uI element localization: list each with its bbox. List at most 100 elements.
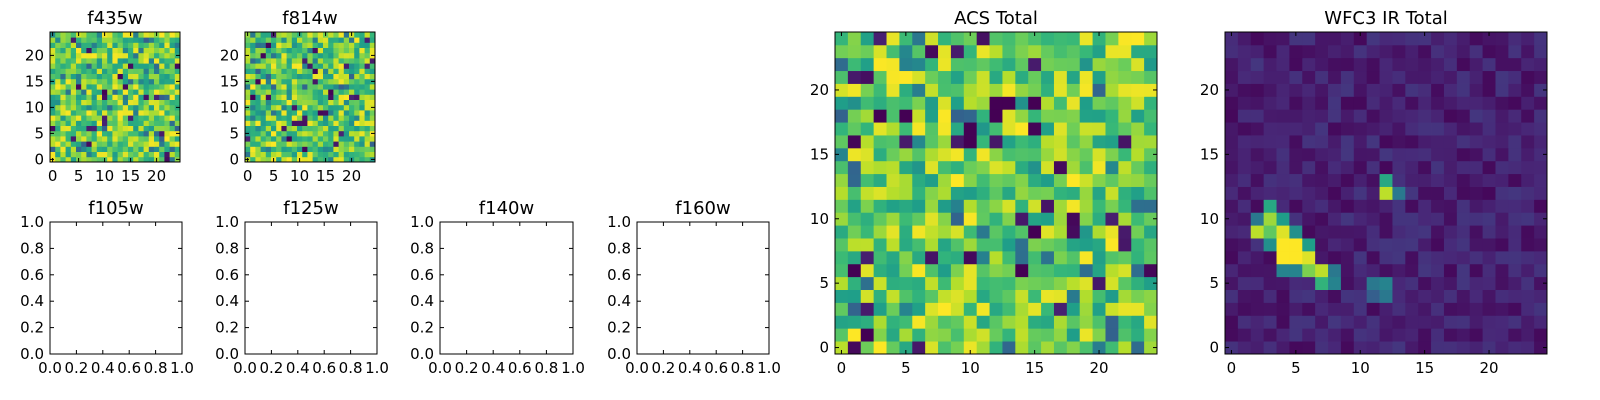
heatmap-cell <box>338 110 345 116</box>
heatmap-cell <box>899 302 913 316</box>
heatmap-cell <box>1118 173 1132 187</box>
heatmap-cell <box>1405 173 1419 187</box>
heatmap-cell <box>96 141 103 147</box>
heatmap-cell <box>96 52 103 59</box>
heatmap-cell <box>1392 315 1406 329</box>
heatmap-cell <box>86 115 92 121</box>
heatmap-cell <box>333 104 339 111</box>
heatmap-cell <box>60 94 66 100</box>
heatmap-cell <box>60 68 66 74</box>
heatmap-cell <box>1302 135 1316 149</box>
heatmap-cell <box>1237 289 1252 303</box>
heatmap-cell <box>1366 276 1380 290</box>
heatmap-cell <box>354 130 360 137</box>
heatmap-cell <box>128 125 134 132</box>
heatmap-cell <box>1225 186 1239 200</box>
heatmap-cell <box>1263 212 1277 226</box>
heatmap-cell <box>164 110 170 116</box>
heatmap-cell <box>1482 302 1496 316</box>
x-tick-label: 0.0 <box>625 359 649 377</box>
heatmap-cell <box>1131 328 1145 342</box>
heatmap-cell <box>133 73 139 80</box>
heatmap-cell <box>369 42 376 48</box>
heatmap-cell <box>1328 173 1342 187</box>
heatmap-cell <box>143 99 150 106</box>
heatmap-cell <box>1328 250 1342 265</box>
heatmap-cell <box>1225 96 1239 110</box>
heatmap-cell <box>950 341 965 355</box>
heatmap-cell <box>312 37 319 43</box>
heatmap-cell <box>260 37 267 43</box>
heatmap-cell <box>159 151 165 158</box>
heatmap-cell <box>102 120 108 126</box>
heatmap-cell <box>255 146 261 152</box>
heatmap-cell <box>1105 186 1119 200</box>
heatmap-cell <box>138 120 144 126</box>
heatmap-cell <box>1328 44 1342 59</box>
heatmap-cell <box>1418 263 1432 278</box>
heatmap-cell <box>260 141 267 147</box>
heatmap-cell <box>60 130 66 137</box>
heatmap-cell <box>873 276 887 290</box>
heatmap-cell <box>1379 44 1393 59</box>
heatmap-cell <box>338 84 345 90</box>
heatmap-cell <box>154 84 160 90</box>
heatmap-cell <box>1225 250 1239 265</box>
heatmap-cell <box>938 96 952 110</box>
heatmap-cell <box>873 135 887 149</box>
heatmap-cell <box>1456 147 1471 162</box>
heatmap-cell <box>169 136 176 142</box>
heatmap-cell <box>1079 122 1093 136</box>
heatmap-cell <box>1066 186 1081 200</box>
heatmap-cell <box>169 110 176 116</box>
heatmap-cell <box>989 96 1003 110</box>
heatmap-cell <box>989 225 1003 239</box>
heatmap-cell <box>1521 147 1535 162</box>
heatmap-cell <box>174 120 181 126</box>
heatmap-cell <box>76 99 82 106</box>
heatmap-cell <box>847 57 862 72</box>
heatmap-cell <box>317 136 324 142</box>
heatmap-cell <box>174 115 181 121</box>
heatmap-cell <box>291 99 298 106</box>
heatmap-cell <box>343 115 350 121</box>
heatmap-cell <box>860 122 875 136</box>
plot-area <box>245 222 377 354</box>
heatmap-cell <box>873 96 887 110</box>
heatmap-cell <box>307 84 313 90</box>
heatmap-cell <box>963 289 978 303</box>
heatmap-cell <box>912 109 926 123</box>
heatmap-cell <box>107 125 113 132</box>
heatmap-cell <box>1379 238 1393 252</box>
heatmap-cell <box>1237 32 1252 46</box>
heatmap-cell <box>70 73 77 80</box>
heatmap-cell <box>169 63 176 69</box>
heatmap-cell <box>369 47 376 54</box>
heatmap-cell <box>1066 328 1081 342</box>
heatmap-cell <box>886 328 900 342</box>
heatmap-cell <box>1066 263 1081 278</box>
heatmap-cell <box>302 99 308 106</box>
heatmap-cell <box>86 42 92 48</box>
heatmap-cell <box>174 94 181 100</box>
heatmap-cell <box>369 84 376 90</box>
heatmap-cell <box>312 146 319 152</box>
heatmap-cell <box>860 328 875 342</box>
heatmap-cell <box>1131 109 1145 123</box>
heatmap-cell <box>950 328 965 342</box>
heatmap-cell <box>250 136 256 142</box>
heatmap-cell <box>364 120 371 126</box>
x-tick-label: 0.6 <box>508 359 532 377</box>
heatmap-cell <box>349 42 355 48</box>
heatmap-cell <box>886 250 900 265</box>
heatmap-cell <box>1534 315 1548 329</box>
heatmap-cell <box>174 146 181 152</box>
heatmap-cell <box>328 84 334 90</box>
heatmap-cell <box>154 146 160 152</box>
heatmap-cell <box>112 84 118 90</box>
heatmap-cell <box>989 173 1003 187</box>
heatmap-cell <box>1289 341 1303 355</box>
heatmap-cell <box>1431 302 1445 316</box>
heatmap-cell <box>174 89 181 95</box>
